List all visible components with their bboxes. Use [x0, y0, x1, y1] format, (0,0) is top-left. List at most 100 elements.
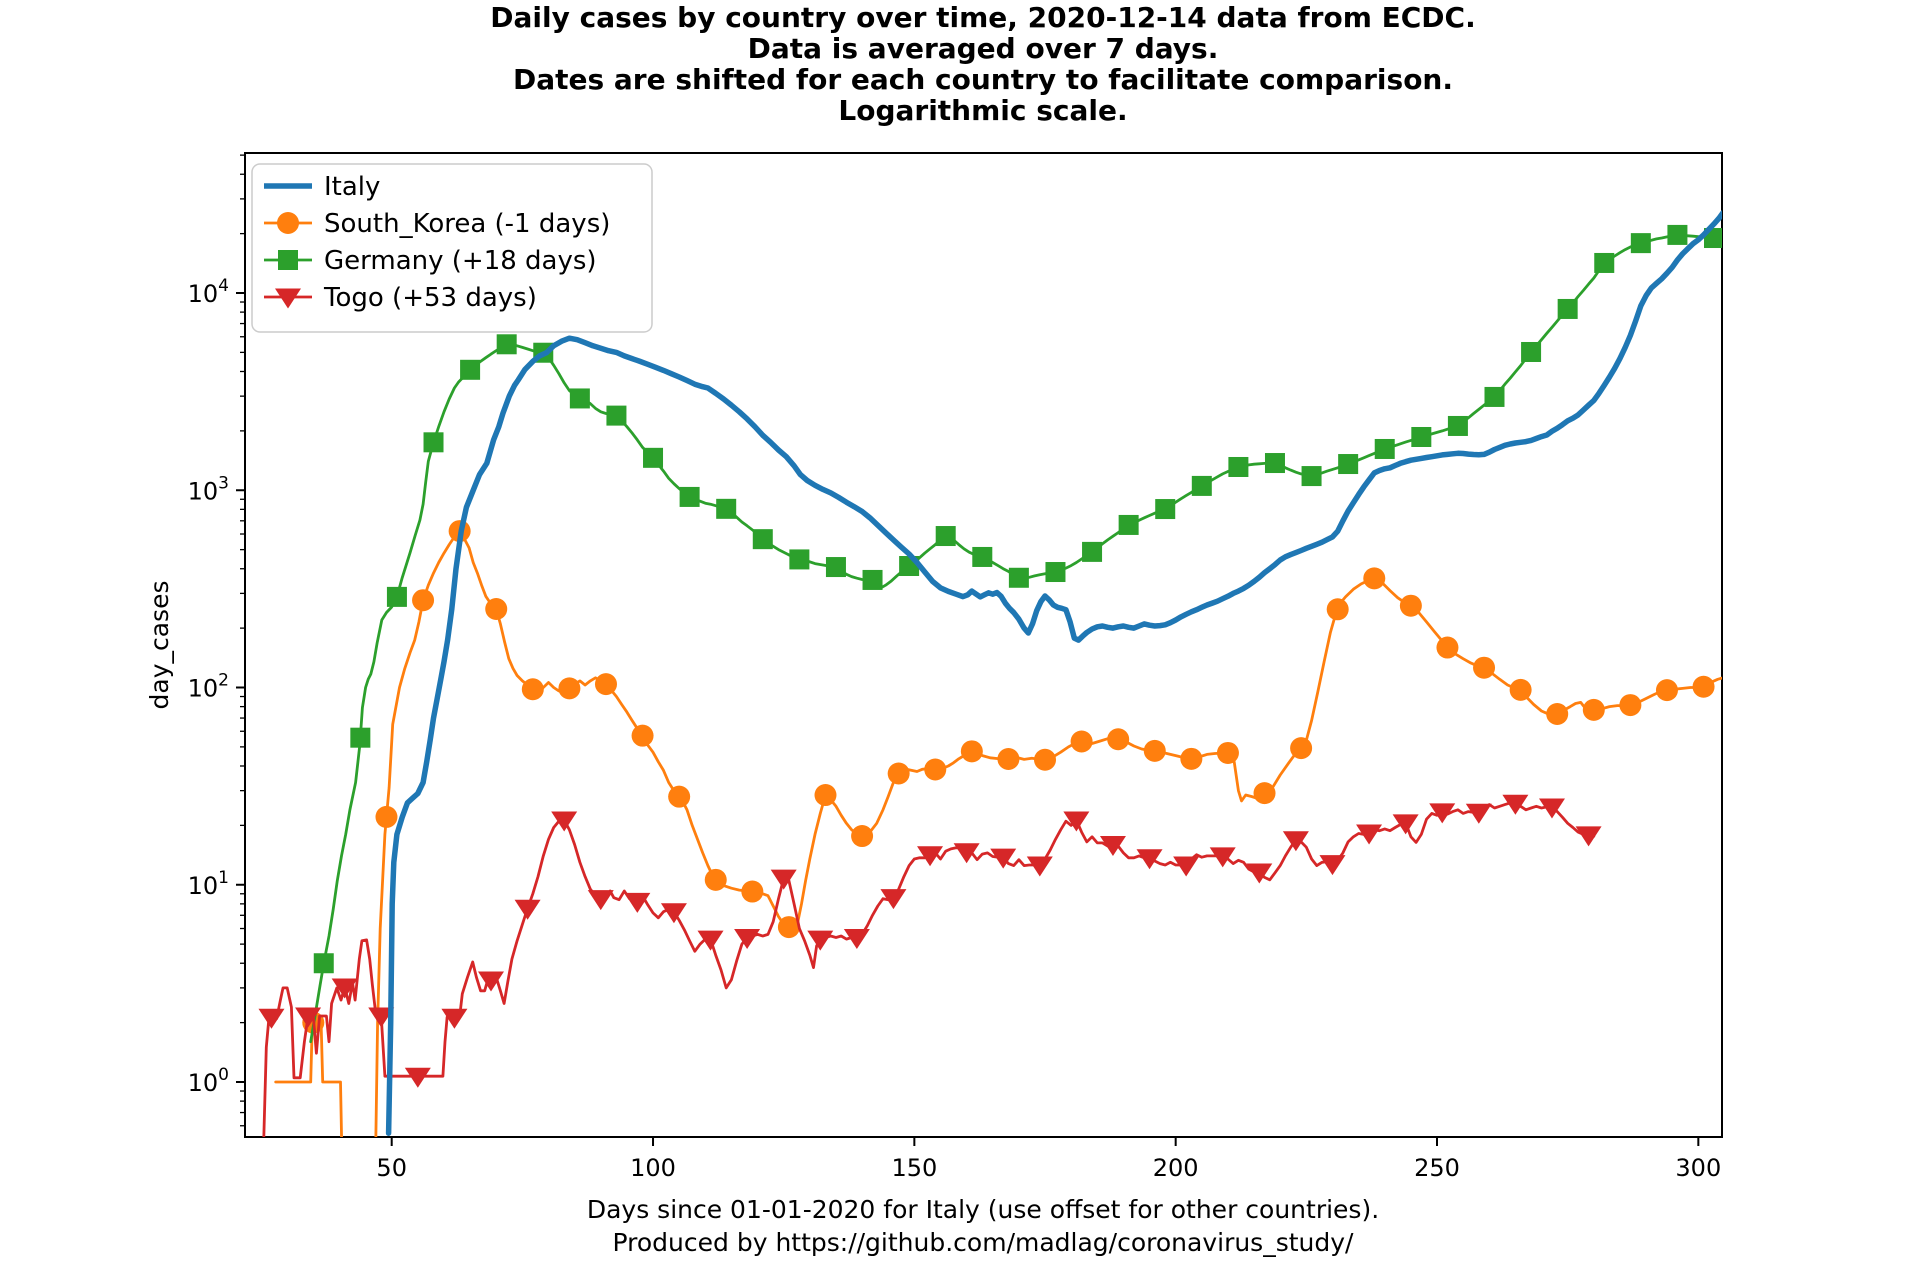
series-line-germany	[309, 233, 1716, 1044]
series-marker-germany	[716, 498, 737, 519]
series-marker-germany	[1447, 415, 1468, 436]
series-marker-germany	[1118, 514, 1139, 535]
series-marker-south_korea	[1619, 694, 1642, 717]
series-marker-south_korea	[997, 748, 1020, 771]
series-marker-germany	[350, 727, 371, 748]
series-marker-germany	[423, 432, 444, 453]
series-marker-south_korea	[1473, 656, 1496, 679]
series-marker-germany	[935, 526, 956, 547]
chart-title-line-2: Data is averaged over 7 days.	[748, 32, 1219, 65]
series-marker-south_korea	[339, 1149, 361, 1171]
series-marker-togo	[770, 869, 797, 890]
series-marker-germany	[752, 529, 773, 550]
y-axis-ticks: 100 101 102 103 104	[188, 154, 245, 1127]
series-marker-togo	[624, 892, 651, 913]
series-marker-togo	[478, 971, 505, 992]
series-marker-germany	[1045, 562, 1066, 583]
legend-sample-marker-togo	[275, 288, 301, 309]
series-marker-south_korea	[1216, 741, 1239, 764]
series-marker-germany	[1594, 252, 1615, 273]
series-marker-togo	[880, 889, 907, 910]
series-marker-togo	[1502, 794, 1529, 815]
series-marker-togo	[441, 1008, 468, 1029]
series-marker-south_korea	[851, 825, 874, 848]
x-tick-label-50: 50	[376, 1154, 407, 1182]
series-marker-south_korea	[1546, 702, 1569, 725]
series-marker-south_korea	[924, 758, 947, 781]
x-tick-label-300: 300	[1675, 1154, 1721, 1182]
series-marker-togo	[1063, 811, 1090, 832]
series-marker-togo	[295, 1007, 322, 1028]
y-tick-label-1e3: 103	[188, 473, 229, 505]
y-tick-label-1e4: 104	[188, 276, 229, 308]
series-marker-south_korea	[485, 598, 508, 621]
series-germany	[309, 224, 1722, 1044]
series-marker-germany	[1082, 541, 1103, 562]
x-tick-label-200: 200	[1153, 1154, 1199, 1182]
series-marker-togo	[1392, 814, 1419, 835]
legend-label-togo: Togo (+53 days)	[323, 283, 537, 313]
series-marker-south_korea	[1655, 679, 1678, 702]
series-marker-togo	[1246, 863, 1273, 884]
series-marker-germany	[789, 549, 810, 570]
series-marker-togo	[258, 1008, 285, 1029]
series-marker-togo	[1575, 826, 1602, 847]
series-marker-south_korea	[777, 916, 800, 939]
series-marker-togo	[734, 929, 761, 950]
series-marker-togo	[1538, 798, 1565, 819]
series-marker-togo	[953, 843, 980, 864]
series-marker-togo	[660, 903, 687, 924]
legend-label-germany: Germany (+18 days)	[324, 246, 597, 276]
series-marker-south_korea	[1509, 678, 1532, 701]
series-marker-south_korea	[1143, 739, 1166, 762]
series-marker-germany	[496, 334, 517, 355]
series-marker-south_korea	[1363, 567, 1386, 590]
series-lines	[258, 210, 1722, 1171]
series-marker-south_korea	[1582, 698, 1605, 721]
series-marker-togo	[1099, 835, 1126, 856]
series-marker-togo	[1319, 855, 1346, 876]
series-marker-germany	[1008, 567, 1029, 588]
series-togo	[258, 794, 1602, 1137]
series-marker-germany	[386, 586, 407, 607]
series-marker-germany	[825, 557, 846, 578]
series-marker-togo	[514, 899, 541, 920]
series-marker-germany	[1374, 438, 1395, 459]
series-marker-south_korea	[1070, 730, 1093, 753]
series-marker-south_korea	[1436, 636, 1459, 659]
series-marker-germany	[1411, 426, 1432, 447]
legend-sample-marker-south_korea	[277, 212, 299, 234]
series-marker-south_korea	[960, 740, 983, 763]
series-marker-south_korea	[1326, 598, 1349, 621]
series-marker-togo	[1282, 831, 1309, 852]
series-marker-togo	[1465, 803, 1492, 824]
series-marker-south_korea	[1253, 782, 1276, 805]
y-axis-label: day_cases	[145, 581, 174, 710]
series-marker-south_korea	[1180, 747, 1203, 770]
series-marker-south_korea	[1107, 728, 1130, 751]
y-tick-label-1e1: 101	[188, 868, 229, 900]
series-marker-germany	[1191, 475, 1212, 496]
legend-box	[251, 163, 653, 333]
series-marker-togo	[1173, 856, 1200, 877]
x-tick-label-100: 100	[630, 1154, 676, 1182]
plot-frame	[244, 152, 1723, 1138]
series-marker-germany	[1667, 224, 1688, 245]
series-marker-germany	[643, 447, 664, 468]
series-marker-germany	[1301, 466, 1322, 487]
series-marker-south_korea	[594, 673, 617, 696]
legend-item-togo: Togo (+53 days)	[264, 283, 537, 313]
series-marker-germany	[1484, 386, 1505, 407]
series-marker-south_korea	[1692, 675, 1715, 698]
series-marker-togo	[368, 1007, 395, 1028]
series-marker-germany	[1557, 298, 1578, 319]
x-axis-label-line-2: Produced by https://github.com/madlag/co…	[613, 1228, 1355, 1257]
x-axis-ticks: 50 100 150 200 250 300	[376, 1137, 1721, 1182]
y-tick-label-1e0: 100	[188, 1065, 229, 1097]
series-marker-togo	[331, 978, 358, 999]
series-marker-togo	[1429, 803, 1456, 824]
series-marker-germany	[569, 388, 590, 409]
series-marker-south_korea	[668, 785, 691, 808]
